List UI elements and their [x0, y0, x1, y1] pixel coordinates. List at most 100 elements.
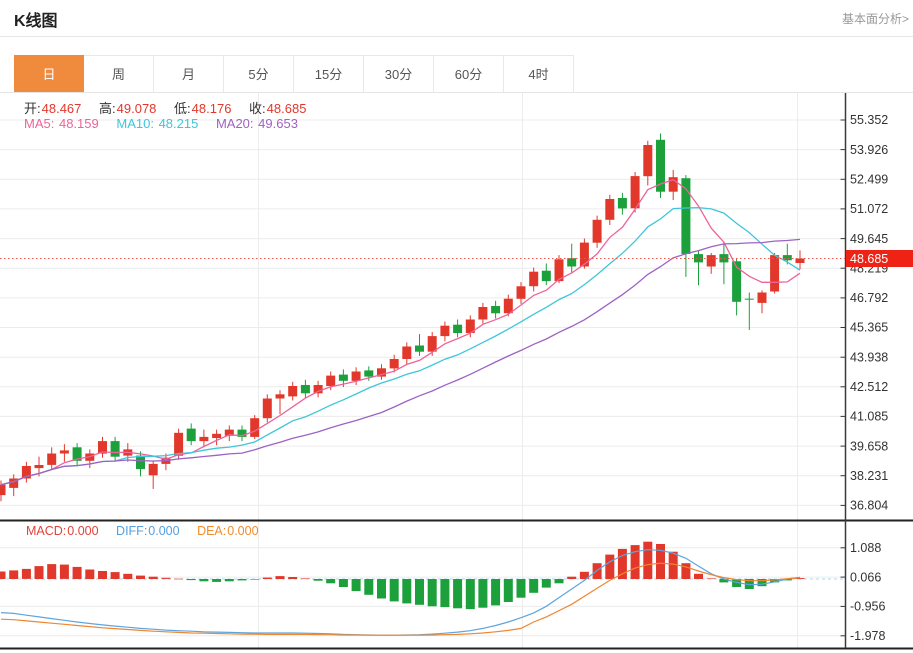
low-value: 48.176	[191, 101, 232, 116]
candle	[402, 346, 412, 359]
macd-bar	[34, 566, 44, 579]
candle	[59, 450, 69, 454]
macd-bar	[161, 577, 171, 579]
macd-bar	[529, 579, 539, 593]
macd-bar	[85, 569, 95, 579]
candle	[541, 270, 551, 282]
macd-bar	[174, 578, 184, 580]
macd-bar	[503, 579, 513, 602]
macd-bar	[630, 545, 640, 579]
macd-bar	[136, 575, 145, 579]
candle	[732, 261, 742, 302]
ma10-label: MA10:	[116, 116, 154, 131]
macd-bar	[21, 568, 31, 579]
candle	[579, 242, 589, 267]
candle	[668, 177, 678, 192]
tab-月[interactable]: 月	[154, 55, 224, 92]
tab-5分[interactable]: 5分	[224, 55, 294, 92]
ohlc-close: 收:48.685	[249, 101, 306, 116]
candle	[592, 219, 602, 243]
candle	[757, 292, 767, 303]
macd-bar	[262, 577, 272, 579]
macd-histogram	[0, 541, 805, 610]
candle	[643, 145, 653, 177]
candle	[85, 453, 95, 461]
y-axis-label: 48.219	[850, 261, 888, 275]
y-axis-label: 52.499	[850, 173, 888, 187]
candle	[237, 429, 247, 437]
macd-bar	[288, 577, 298, 579]
grid-layer	[0, 93, 845, 648]
macd-bar	[541, 579, 551, 588]
candle	[516, 286, 526, 299]
dea-value-info: DEA:0.000	[197, 524, 258, 538]
diff-line	[0, 549, 801, 636]
candle	[656, 139, 665, 192]
candle	[744, 298, 754, 300]
candle	[694, 254, 703, 263]
candlestick-layer	[0, 133, 805, 502]
macd-bar	[275, 576, 285, 579]
candle	[148, 463, 158, 476]
candle	[313, 385, 323, 394]
ma-info: MA5: 48.159 MA10: 48.215 MA20: 49.653	[24, 116, 312, 131]
macd-bar	[681, 563, 691, 579]
y-axis-label: -0.956	[850, 600, 885, 614]
candle	[440, 325, 450, 337]
macd-bar	[719, 579, 729, 583]
macd-bar	[98, 571, 107, 579]
tab-30分[interactable]: 30分	[364, 55, 434, 92]
page-title: K线图	[14, 13, 58, 30]
candle	[706, 255, 716, 267]
ma20-line	[0, 238, 801, 486]
macd-bar	[643, 541, 653, 579]
y-axis-label: 46.792	[850, 291, 888, 305]
high-label: 高:	[99, 101, 116, 116]
tab-周[interactable]: 周	[84, 55, 154, 92]
ohlc-open: 开:48.467	[24, 101, 81, 116]
candle	[465, 319, 475, 333]
macd-bar	[617, 548, 627, 579]
macd-bar	[554, 579, 564, 584]
macd-bar	[351, 579, 361, 592]
candle	[262, 398, 272, 419]
tab-15分[interactable]: 15分	[294, 55, 364, 92]
candle	[72, 447, 82, 461]
candle	[453, 324, 463, 333]
macd-bar	[770, 579, 780, 583]
macd-bar	[453, 579, 463, 609]
macd-bar	[656, 544, 665, 579]
y-axis-label: 49.645	[850, 232, 888, 246]
ohlc-high: 高:49.078	[99, 101, 156, 116]
ma5-info: MA5: 48.159	[24, 116, 99, 131]
macd-bar	[782, 579, 792, 581]
candle	[123, 449, 133, 456]
macd-bar	[567, 576, 577, 579]
macd-value: 0.000	[67, 524, 99, 538]
candle	[338, 374, 348, 381]
diff-value: 0.000	[148, 524, 180, 538]
tab-60分[interactable]: 60分	[434, 55, 504, 92]
interval-tabs: 日周月 5分 15分 30分 60分 4时	[0, 55, 913, 93]
y-axis-label: 0.066	[850, 570, 881, 584]
macd-bar	[0, 571, 6, 579]
macd-bar	[402, 579, 412, 604]
macd-bar	[338, 579, 348, 587]
macd-bar	[795, 578, 805, 579]
candle	[617, 198, 627, 209]
candle	[377, 368, 386, 377]
close-label: 收:	[249, 101, 266, 116]
open-label: 开:	[24, 101, 41, 116]
macd-bar	[377, 579, 386, 599]
fundamental-analysis-link[interactable]: 基本面分析>	[841, 12, 909, 26]
candle	[0, 484, 6, 496]
candle	[98, 441, 107, 454]
macd-bar	[123, 573, 133, 579]
macd-bar	[186, 579, 196, 581]
tab-日[interactable]: 日	[14, 55, 84, 92]
macd-bar	[668, 551, 678, 579]
dea-value: 0.000	[227, 524, 259, 538]
macd-bar	[415, 579, 424, 605]
tab-4时[interactable]: 4时	[504, 55, 574, 92]
candle	[224, 429, 234, 436]
